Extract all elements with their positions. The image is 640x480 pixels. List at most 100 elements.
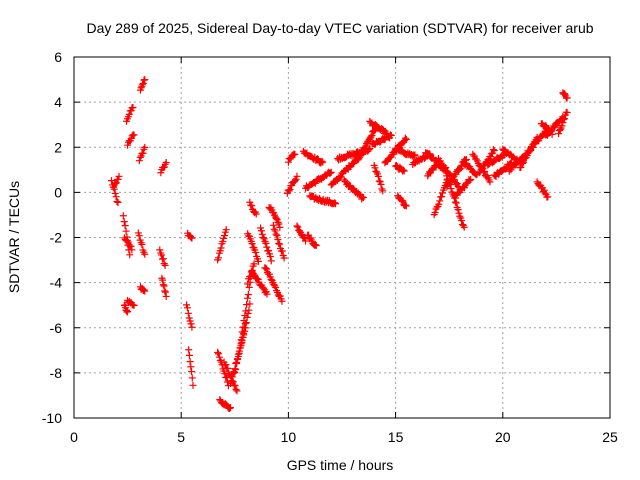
data-point: [262, 264, 270, 272]
y-axis-label: SDTVAR / TECUs: [6, 181, 22, 293]
data-point: [161, 261, 169, 269]
data-point: [269, 221, 277, 229]
data-point: [296, 227, 304, 235]
data-point: [520, 158, 528, 166]
data-point: [367, 133, 375, 141]
data-point: [162, 158, 170, 166]
y-tick-label: -4: [50, 275, 63, 291]
data-point: [162, 292, 170, 300]
data-point: [263, 290, 271, 298]
data-point: [238, 328, 246, 336]
data-point: [447, 185, 455, 193]
data-point: [544, 193, 552, 201]
data-point: [560, 115, 568, 123]
data-point: [189, 381, 197, 389]
data-point: [490, 147, 498, 155]
data-point: [215, 353, 223, 361]
data-point: [252, 210, 260, 218]
data-point: [266, 252, 274, 260]
data-point: [467, 175, 475, 183]
data-point: [435, 200, 443, 208]
data-point: [399, 166, 407, 174]
data-point: [453, 179, 461, 187]
data-point: [438, 193, 446, 201]
data-point: [442, 167, 450, 175]
data-point: [472, 155, 480, 163]
data-point: [135, 232, 143, 240]
data-point: [274, 235, 282, 243]
data-point: [235, 349, 243, 357]
data-point: [231, 369, 239, 377]
data-point: [233, 356, 241, 364]
data-point: [128, 246, 136, 254]
data-point: [115, 172, 123, 180]
y-tick-labels: -10 -8 -6 -4 -2 0 2 4 6: [42, 49, 62, 426]
data-point: [159, 255, 167, 263]
data-point: [399, 197, 407, 205]
data-point: [273, 231, 281, 239]
data-point: [272, 214, 280, 222]
data-point: [141, 143, 149, 151]
data-point: [186, 232, 194, 240]
data-point: [183, 304, 191, 312]
data-point: [291, 177, 299, 185]
data-point: [158, 251, 166, 259]
x-tick-label: 5: [177, 429, 185, 445]
data-point: [318, 157, 326, 165]
data-point: [233, 387, 241, 395]
data-point: [188, 368, 196, 376]
data-point: [326, 169, 334, 177]
data-point: [274, 218, 282, 226]
data-point: [254, 275, 262, 283]
data-point: [371, 164, 379, 172]
data-point: [185, 351, 193, 359]
y-tick-label: 2: [54, 139, 62, 155]
data-point: [271, 227, 279, 235]
data-point: [122, 227, 130, 235]
data-point: [517, 163, 525, 171]
data-point: [375, 177, 383, 185]
data-point: [138, 240, 146, 248]
data-point: [563, 109, 571, 117]
data-point: [188, 374, 196, 382]
data-point: [187, 320, 195, 328]
data-point: [267, 257, 275, 265]
data-point: [136, 153, 144, 161]
data-point: [243, 294, 251, 302]
y-tick-label: -6: [50, 320, 63, 336]
x-tick-label: 15: [388, 429, 404, 445]
data-point: [561, 115, 569, 123]
x-tick-label: 25: [602, 429, 618, 445]
data-point: [130, 131, 138, 139]
data-point: [312, 242, 320, 250]
data-point: [275, 220, 283, 228]
data-point: [311, 241, 319, 249]
data-point: [460, 223, 468, 231]
data-point: [286, 155, 294, 163]
data-point: [293, 172, 301, 180]
data-point: [217, 244, 225, 252]
data-point: [245, 283, 253, 291]
data-point: [113, 197, 121, 205]
data-point: [184, 309, 192, 317]
data-point: [221, 232, 229, 240]
data-point: [262, 239, 270, 247]
data-point: [452, 199, 460, 207]
data-point: [241, 312, 249, 320]
x-tick-labels: 0 5 10 15 20 25: [70, 429, 618, 445]
axis-ticks: [73, 56, 611, 419]
x-tick-label: 20: [495, 429, 511, 445]
data-point: [114, 198, 122, 206]
data-point: [248, 240, 256, 248]
data-point: [401, 134, 409, 142]
data-point: [139, 80, 147, 88]
data-point: [157, 169, 165, 177]
data-point: [275, 239, 283, 247]
x-tick-label: 10: [281, 429, 297, 445]
data-point: [259, 234, 267, 242]
data-point: [263, 265, 271, 273]
data-point: [458, 217, 466, 225]
data-point: [232, 365, 240, 373]
data-point: [529, 143, 537, 151]
